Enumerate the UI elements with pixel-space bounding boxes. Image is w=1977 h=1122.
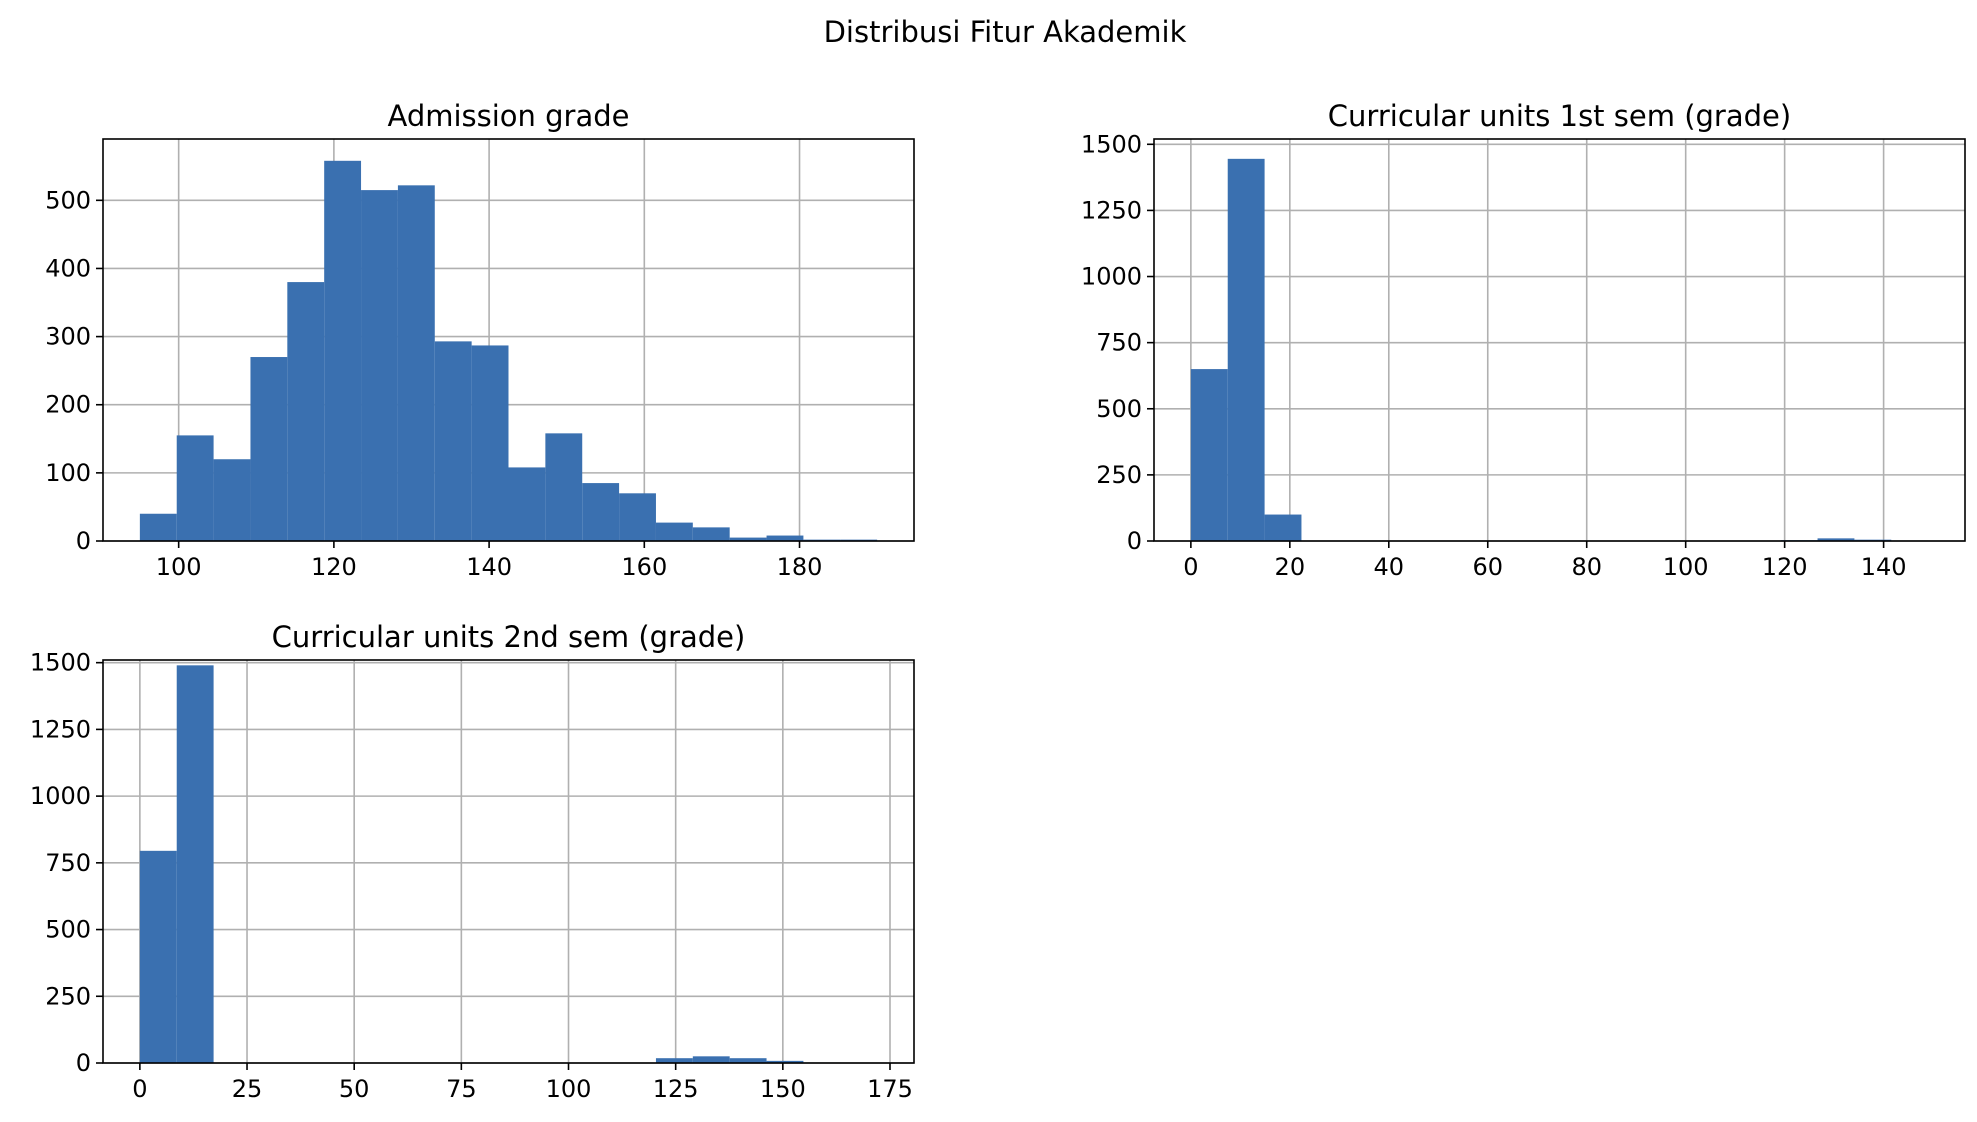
histogram-bar: [729, 1058, 767, 1063]
x-tick-label: 60: [1472, 553, 1503, 581]
histogram-bar: [1264, 514, 1302, 541]
histogram-bar: [655, 1058, 693, 1063]
y-tick-label: 1500: [30, 649, 91, 677]
x-tick-label: 25: [232, 1075, 263, 1103]
histogram-bar: [250, 357, 288, 541]
axes-frame: [102, 138, 915, 542]
histogram-bar: [655, 522, 693, 541]
y-tick-label: 750: [1096, 329, 1142, 357]
x-tick-label: 160: [621, 553, 667, 581]
subplot-title: Curricular units 2nd sem (grade): [272, 620, 746, 654]
x-tick-label: 0: [1183, 553, 1198, 581]
histogram-bar: [434, 341, 472, 541]
subplot-1: 100 120 140 160 180 0 100 200 300 400 500 Admission…: [45, 99, 915, 581]
y-tick-label: 1250: [30, 715, 91, 743]
x-tick-label: 120: [1762, 553, 1808, 581]
y-tick-label: 0: [1127, 527, 1142, 555]
histogram-bar: [692, 527, 730, 541]
y-tick-label: 1500: [1081, 130, 1142, 158]
subplot-title: Curricular units 1st sem (grade): [1328, 99, 1791, 133]
y-tick-label: 250: [1096, 461, 1142, 489]
histogram-bar: [508, 467, 546, 541]
subplot-title: Admission grade: [387, 99, 629, 133]
histogram-bar: [1190, 369, 1228, 541]
axes-frame: [102, 659, 915, 1064]
histogram-bar: [324, 160, 362, 541]
x-tick-label: 150: [760, 1075, 806, 1103]
histogram-bar: [471, 345, 509, 541]
histogram-bar: [139, 850, 177, 1063]
y-tick-label: 1000: [30, 782, 91, 810]
y-tick-label: 1250: [1081, 196, 1142, 224]
y-tick-label: 250: [45, 982, 91, 1010]
histogram-bar: [361, 190, 398, 542]
x-tick-label: 50: [339, 1075, 370, 1103]
histogram-bar: [176, 665, 214, 1063]
x-tick-label: 100: [156, 553, 202, 581]
histogram-bar: [619, 493, 656, 541]
y-tick-label: 200: [45, 391, 91, 419]
x-tick-label: 140: [1861, 553, 1907, 581]
x-tick-label: 40: [1374, 553, 1405, 581]
x-tick-label: 20: [1275, 553, 1306, 581]
histogram-bar: [545, 433, 583, 541]
y-tick-label: 500: [45, 916, 91, 944]
histogram-bar: [729, 537, 767, 541]
x-tick-label: 175: [867, 1075, 913, 1103]
x-tick-label: 140: [466, 553, 512, 581]
x-tick-label: 100: [546, 1075, 592, 1103]
x-tick-label: 100: [1663, 553, 1709, 581]
y-tick-label: 1000: [1081, 263, 1142, 291]
subplot-3: 0 25 50 75 100 125 150 175 0 250 500 750 1000 1250 150…: [30, 620, 915, 1103]
axes-frame: [1153, 138, 1966, 542]
histogram-bar: [213, 459, 251, 541]
y-tick-label: 300: [45, 323, 91, 351]
histogram-bar: [397, 185, 435, 541]
histogram-bar: [1817, 538, 1855, 541]
x-tick-label: 80: [1571, 553, 1602, 581]
subplot-2: 0 20 40 60 80 100 120 140 0 250 500 750 1000 1250 1500…: [1081, 99, 1966, 581]
x-tick-label: 180: [777, 553, 823, 581]
y-tick-label: 400: [45, 254, 91, 282]
y-tick-label: 500: [45, 186, 91, 214]
y-tick-label: 100: [45, 459, 91, 487]
y-tick-label: 500: [1096, 395, 1142, 423]
histogram-bar: [692, 1056, 730, 1063]
y-tick-label: 0: [76, 527, 91, 555]
histogram-bar: [176, 435, 214, 541]
histogram-bar: [582, 483, 620, 541]
histogram-bar: [139, 513, 177, 541]
x-tick-label: 75: [446, 1075, 477, 1103]
y-tick-label: 0: [76, 1049, 91, 1077]
histogram-bar: [766, 535, 804, 541]
histogram-bar: [287, 282, 325, 541]
subplots: 100 120 140 160 1800100200300400500Admission…: [30, 99, 1966, 1103]
x-tick-label: 125: [653, 1075, 699, 1103]
x-tick-label: 120: [311, 553, 357, 581]
histogram-bar: [1227, 158, 1265, 542]
figure-title: Distribusi Fitur Akademik: [824, 15, 1187, 49]
histogram-bar: [766, 1060, 804, 1063]
y-tick-label: 750: [45, 849, 91, 877]
x-tick-label: 0: [132, 1075, 147, 1103]
